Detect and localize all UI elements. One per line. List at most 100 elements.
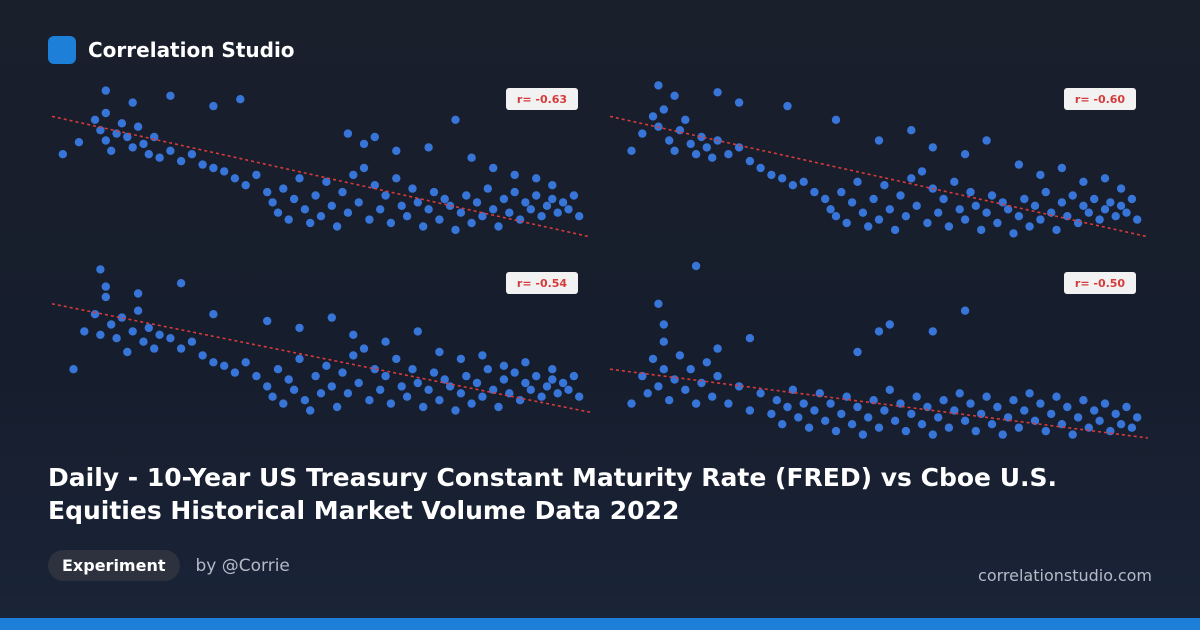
author-label[interactable]: by @Corrie <box>195 555 290 576</box>
data-point <box>440 375 449 384</box>
data-point <box>960 306 970 315</box>
data-point <box>923 402 932 412</box>
data-point <box>489 385 498 394</box>
data-point <box>548 194 557 204</box>
data-point <box>745 334 755 343</box>
scatter-panel-3: r= -0.54 <box>51 265 591 415</box>
data-point <box>654 382 663 391</box>
data-point <box>643 389 652 398</box>
data-point <box>575 392 584 401</box>
data-point <box>686 365 695 374</box>
data-point <box>505 208 514 217</box>
data-point <box>483 184 492 193</box>
data-point <box>869 194 878 204</box>
data-point <box>627 146 636 155</box>
data-point <box>499 194 509 204</box>
data-point <box>1025 389 1034 398</box>
data-point <box>101 86 110 95</box>
data-point <box>783 402 792 412</box>
data-point <box>1014 160 1024 169</box>
data-point <box>80 327 89 336</box>
data-point <box>284 215 293 224</box>
data-point <box>419 222 428 231</box>
data-point <box>998 430 1007 439</box>
data-point <box>144 323 153 333</box>
data-point <box>1100 205 1110 214</box>
data-point <box>123 347 132 357</box>
data-point <box>424 385 433 394</box>
data-point <box>273 208 283 217</box>
data-point <box>853 177 862 186</box>
data-point <box>874 215 884 224</box>
data-point <box>332 222 342 231</box>
data-point <box>101 108 110 118</box>
data-point <box>494 402 503 412</box>
site-url[interactable]: correlationstudio.com <box>978 566 1152 585</box>
data-point <box>370 181 379 190</box>
data-point <box>144 150 153 159</box>
data-point <box>885 320 894 329</box>
data-point <box>939 396 948 405</box>
data-point <box>123 132 132 142</box>
data-point <box>1073 413 1083 422</box>
data-point <box>831 212 841 221</box>
data-point <box>987 420 997 429</box>
data-point <box>874 136 884 145</box>
data-point <box>1100 399 1110 408</box>
data-point <box>521 378 530 388</box>
data-point <box>869 396 878 405</box>
data-point <box>209 163 218 173</box>
data-point <box>133 289 143 298</box>
data-point <box>289 194 299 204</box>
data-point <box>128 98 137 107</box>
data-point <box>467 218 476 228</box>
correlation-badge <box>506 88 578 110</box>
data-point <box>638 129 647 138</box>
data-point <box>365 215 374 224</box>
data-point <box>1052 225 1061 235</box>
data-point <box>880 406 889 415</box>
data-point <box>1079 201 1088 210</box>
data-point <box>1068 430 1077 439</box>
data-point <box>526 205 535 214</box>
scatter-panel-2: r= -0.60 <box>609 81 1149 238</box>
data-point <box>241 358 250 367</box>
data-point <box>220 167 229 176</box>
data-point <box>928 143 937 152</box>
data-point <box>912 392 921 401</box>
data-point <box>1014 423 1024 432</box>
data-point <box>107 146 116 155</box>
data-point <box>338 368 347 377</box>
data-point <box>273 365 283 374</box>
data-point <box>553 208 562 217</box>
data-point <box>987 191 997 200</box>
data-point <box>1057 420 1067 429</box>
data-point <box>311 371 320 381</box>
data-point <box>230 368 240 377</box>
experiment-tag[interactable]: Experiment <box>48 550 180 581</box>
data-point <box>858 208 868 217</box>
data-point <box>564 385 573 394</box>
data-point <box>691 261 701 271</box>
data-point <box>659 320 668 329</box>
data-point <box>284 375 293 384</box>
data-point <box>198 160 207 169</box>
data-point <box>944 423 954 432</box>
data-point <box>654 299 663 308</box>
data-point <box>435 215 444 224</box>
data-point <box>874 327 884 336</box>
data-point <box>268 198 277 207</box>
data-point <box>1014 212 1024 221</box>
data-point <box>456 389 466 398</box>
data-point <box>896 191 905 200</box>
data-point <box>971 201 980 210</box>
data-point <box>794 413 803 422</box>
data-point <box>327 201 336 210</box>
trend-line <box>609 115 1149 238</box>
data-point <box>408 184 417 193</box>
data-point <box>821 416 830 425</box>
data-point <box>397 382 406 391</box>
data-point <box>998 198 1007 207</box>
data-point <box>934 208 943 217</box>
data-point <box>982 136 991 145</box>
